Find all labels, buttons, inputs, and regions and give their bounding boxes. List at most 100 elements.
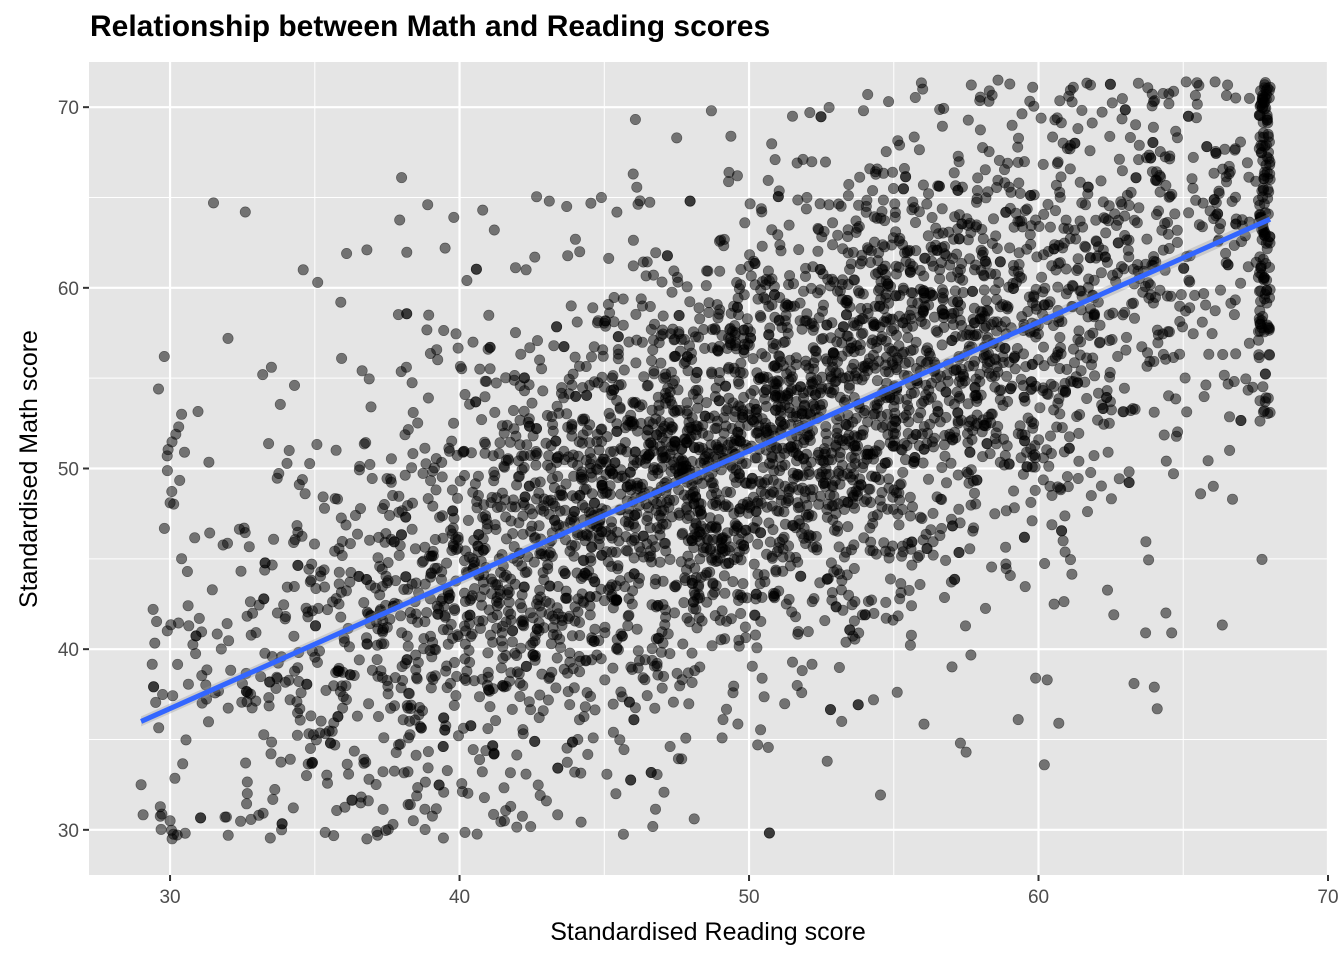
scatter-point xyxy=(1227,493,1239,505)
scatter-point xyxy=(203,456,215,468)
scatter-point xyxy=(264,832,276,844)
scatter-point xyxy=(747,353,759,365)
scatter-point xyxy=(887,491,899,503)
scatter-point xyxy=(647,269,659,281)
scatter-point xyxy=(712,555,724,567)
scatter-point xyxy=(544,580,556,592)
scatter-point xyxy=(907,196,919,208)
scatter-point xyxy=(1228,375,1240,387)
scatter-point xyxy=(828,524,840,536)
scatter-point xyxy=(565,300,577,312)
scatter-point xyxy=(732,718,744,730)
scatter-point xyxy=(574,629,586,641)
scatter-point xyxy=(301,678,313,690)
scatter-point xyxy=(954,272,966,284)
scatter-point xyxy=(905,600,917,612)
scatter-point xyxy=(1064,163,1076,175)
scatter-point xyxy=(1097,196,1109,208)
scatter-point xyxy=(1008,485,1020,497)
scatter-point xyxy=(971,474,983,486)
scatter-point xyxy=(848,562,860,574)
scatter-point xyxy=(473,691,485,703)
scatter-point xyxy=(908,456,920,468)
scatter-point xyxy=(534,354,546,366)
scatter-point xyxy=(472,470,484,482)
scatter-point xyxy=(428,462,440,474)
scatter-point xyxy=(482,723,494,735)
scatter-point xyxy=(577,413,589,425)
scatter-point xyxy=(1196,221,1208,233)
scatter-point xyxy=(523,480,535,492)
scatter-point xyxy=(1116,199,1128,211)
scatter-point xyxy=(962,114,974,126)
scatter-point xyxy=(324,737,336,749)
scatter-point xyxy=(1222,79,1234,91)
scatter-point xyxy=(842,190,854,202)
scatter-point xyxy=(568,682,580,694)
scatter-point xyxy=(1128,677,1140,689)
scatter-point xyxy=(792,497,804,509)
scatter-point xyxy=(723,557,735,569)
scatter-point xyxy=(636,300,648,312)
scatter-point xyxy=(746,472,758,484)
scatter-point xyxy=(390,575,402,587)
scatter-point xyxy=(1151,166,1163,178)
scatter-point xyxy=(909,92,921,104)
scatter-point xyxy=(458,469,470,481)
scatter-point xyxy=(439,242,451,254)
scatter-point xyxy=(782,492,794,504)
scatter-point xyxy=(181,565,193,577)
scatter-point xyxy=(623,696,635,708)
scatter-point xyxy=(575,816,587,828)
scatter-point xyxy=(495,662,507,674)
scatter-point xyxy=(333,578,345,590)
scatter-point xyxy=(564,699,576,711)
scatter-point xyxy=(787,519,799,531)
scatter-point xyxy=(887,183,899,195)
scatter-point xyxy=(1264,156,1276,168)
scatter-point xyxy=(581,687,593,699)
scatter-point xyxy=(737,578,749,590)
scatter-point xyxy=(859,609,871,621)
scatter-point xyxy=(308,538,320,550)
scatter-point xyxy=(1132,77,1144,89)
scatter-point xyxy=(820,420,832,432)
scatter-point xyxy=(1124,132,1136,144)
scatter-point xyxy=(1130,172,1142,184)
scatter-point xyxy=(827,239,839,251)
scatter-point xyxy=(534,476,546,488)
scatter-point xyxy=(361,638,373,650)
scatter-point xyxy=(150,696,162,708)
scatter-point xyxy=(643,502,655,514)
scatter-point xyxy=(1092,414,1104,426)
scatter-point xyxy=(1068,343,1080,355)
scatter-point xyxy=(1236,236,1248,248)
scatter-point xyxy=(1018,156,1030,168)
scatter-point xyxy=(311,438,323,450)
scatter-point xyxy=(827,217,839,229)
scatter-point xyxy=(649,803,661,815)
scatter-point xyxy=(994,256,1006,268)
scatter-point xyxy=(1162,216,1174,228)
scatter-point xyxy=(401,246,413,258)
scatter-point xyxy=(533,487,545,499)
scatter-point xyxy=(464,609,476,621)
scatter-point xyxy=(517,510,529,522)
scatter-point xyxy=(1160,455,1172,467)
scatter-point xyxy=(233,523,245,535)
scatter-point xyxy=(343,768,355,780)
scatter-point xyxy=(433,779,445,791)
scatter-point xyxy=(1064,431,1076,443)
scatter-point xyxy=(314,570,326,582)
scatter-point xyxy=(518,581,530,593)
scatter-point xyxy=(790,352,802,364)
scatter-point xyxy=(378,732,390,744)
scatter-point xyxy=(430,644,442,656)
scatter-point xyxy=(1051,112,1063,124)
scatter-point xyxy=(936,203,948,215)
scatter-point xyxy=(688,442,700,454)
scatter-point xyxy=(1147,137,1159,149)
scatter-point xyxy=(946,520,958,532)
scatter-point xyxy=(379,536,391,548)
scatter-point xyxy=(1123,466,1135,478)
